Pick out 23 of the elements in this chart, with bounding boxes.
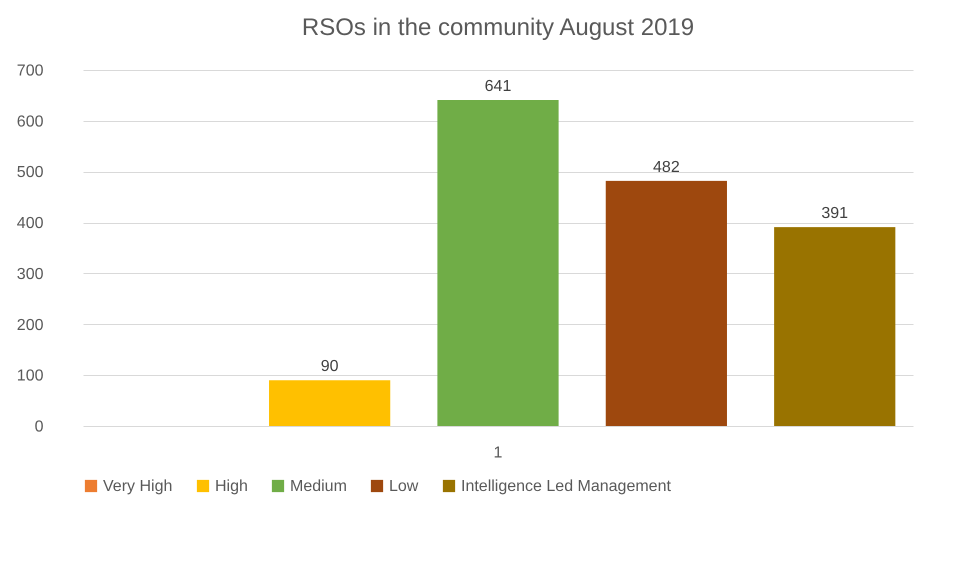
legend-label: Low	[389, 478, 419, 495]
data-label: 482	[653, 158, 680, 176]
y-tick-label: 400	[16, 215, 44, 232]
y-tick-label: 600	[16, 113, 44, 130]
legend-label: Intelligence Led Management	[461, 478, 672, 495]
y-tick-label: 500	[16, 164, 44, 182]
y-tick-label: 700	[16, 62, 44, 80]
bar	[606, 180, 727, 426]
bar	[269, 380, 390, 426]
data-label: 90	[320, 358, 339, 376]
legend-label: Medium	[290, 478, 347, 495]
y-tick-label: 300	[16, 266, 44, 283]
y-tick-label: 200	[16, 316, 44, 334]
data-label: 641	[484, 78, 512, 96]
chart-title: RSOs in the community August 2019	[302, 14, 694, 41]
y-tick-label: 0	[34, 418, 44, 436]
bar	[437, 100, 559, 426]
legend-label: Very High	[103, 478, 172, 495]
data-label: 391	[821, 205, 848, 222]
bar	[774, 227, 896, 426]
x-tick-label: 1	[494, 444, 503, 462]
y-tick-label: 100	[16, 368, 44, 385]
legend-label: High	[215, 478, 248, 495]
